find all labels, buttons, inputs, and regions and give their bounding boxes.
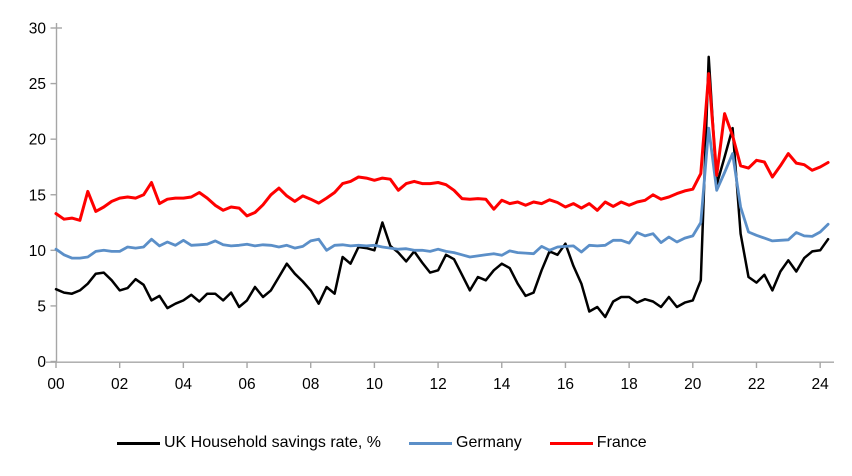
savings-rate-chart: 0 5 10 15 20 25 30 00 02 04 06 08 10 12 14 16 18 20 22 24 <box>29 21 834 393</box>
legend-label-germany: Germany <box>456 434 522 451</box>
y-axis-tick-label: 10 <box>29 243 47 260</box>
series-line-germany <box>54 126 830 260</box>
legend-line-uk-icon <box>117 441 160 445</box>
x-axis: 00 02 04 06 08 10 12 14 16 18 20 22 24 <box>46 361 834 393</box>
x-axis-tick-label: 20 <box>684 376 702 393</box>
x-axis-tick-label: 18 <box>620 376 637 393</box>
series-line-france <box>54 72 830 222</box>
legend-line-france-icon <box>549 441 593 445</box>
x-axis-tick-label: 22 <box>748 376 765 393</box>
x-axis-tick-label: 04 <box>175 376 193 393</box>
legend-item-germany: Germany <box>409 435 522 451</box>
x-axis-tick-label: 08 <box>302 376 319 393</box>
x-axis-tick-label: 12 <box>429 376 446 393</box>
series-line-uk-household-savings-rat <box>54 55 830 319</box>
x-axis-tick-label: 16 <box>557 376 574 393</box>
legend-label-uk: UK Household savings rate, % <box>164 434 381 451</box>
y-axis-tick-label: 0 <box>37 354 46 371</box>
legend-item-france: France <box>549 434 647 451</box>
x-axis-tick-label: 14 <box>493 376 511 393</box>
y-axis-tick-label: 15 <box>29 187 46 204</box>
legend-label-france: France <box>596 434 647 451</box>
y-axis: 0 5 10 15 20 25 30 <box>29 21 62 371</box>
x-axis-tick-label: 02 <box>111 376 128 393</box>
series-lines <box>54 55 830 319</box>
y-axis-tick-label: 30 <box>29 21 47 38</box>
x-axis-tick-label: 24 <box>812 376 830 393</box>
legend-line-germany-icon <box>409 441 452 445</box>
y-axis-tick-label: 25 <box>29 76 46 93</box>
legend-item-uk: UK Household savings rate, % <box>117 435 381 451</box>
x-axis-tick-label: 10 <box>366 376 384 393</box>
chart-legend: UK Household savings rate, % Germany Fra… <box>0 431 852 455</box>
y-axis-tick-label: 20 <box>29 132 47 149</box>
y-axis-tick-label: 5 <box>37 298 46 315</box>
x-axis-tick-label: 00 <box>47 376 65 393</box>
x-axis-tick-label: 06 <box>238 376 255 393</box>
